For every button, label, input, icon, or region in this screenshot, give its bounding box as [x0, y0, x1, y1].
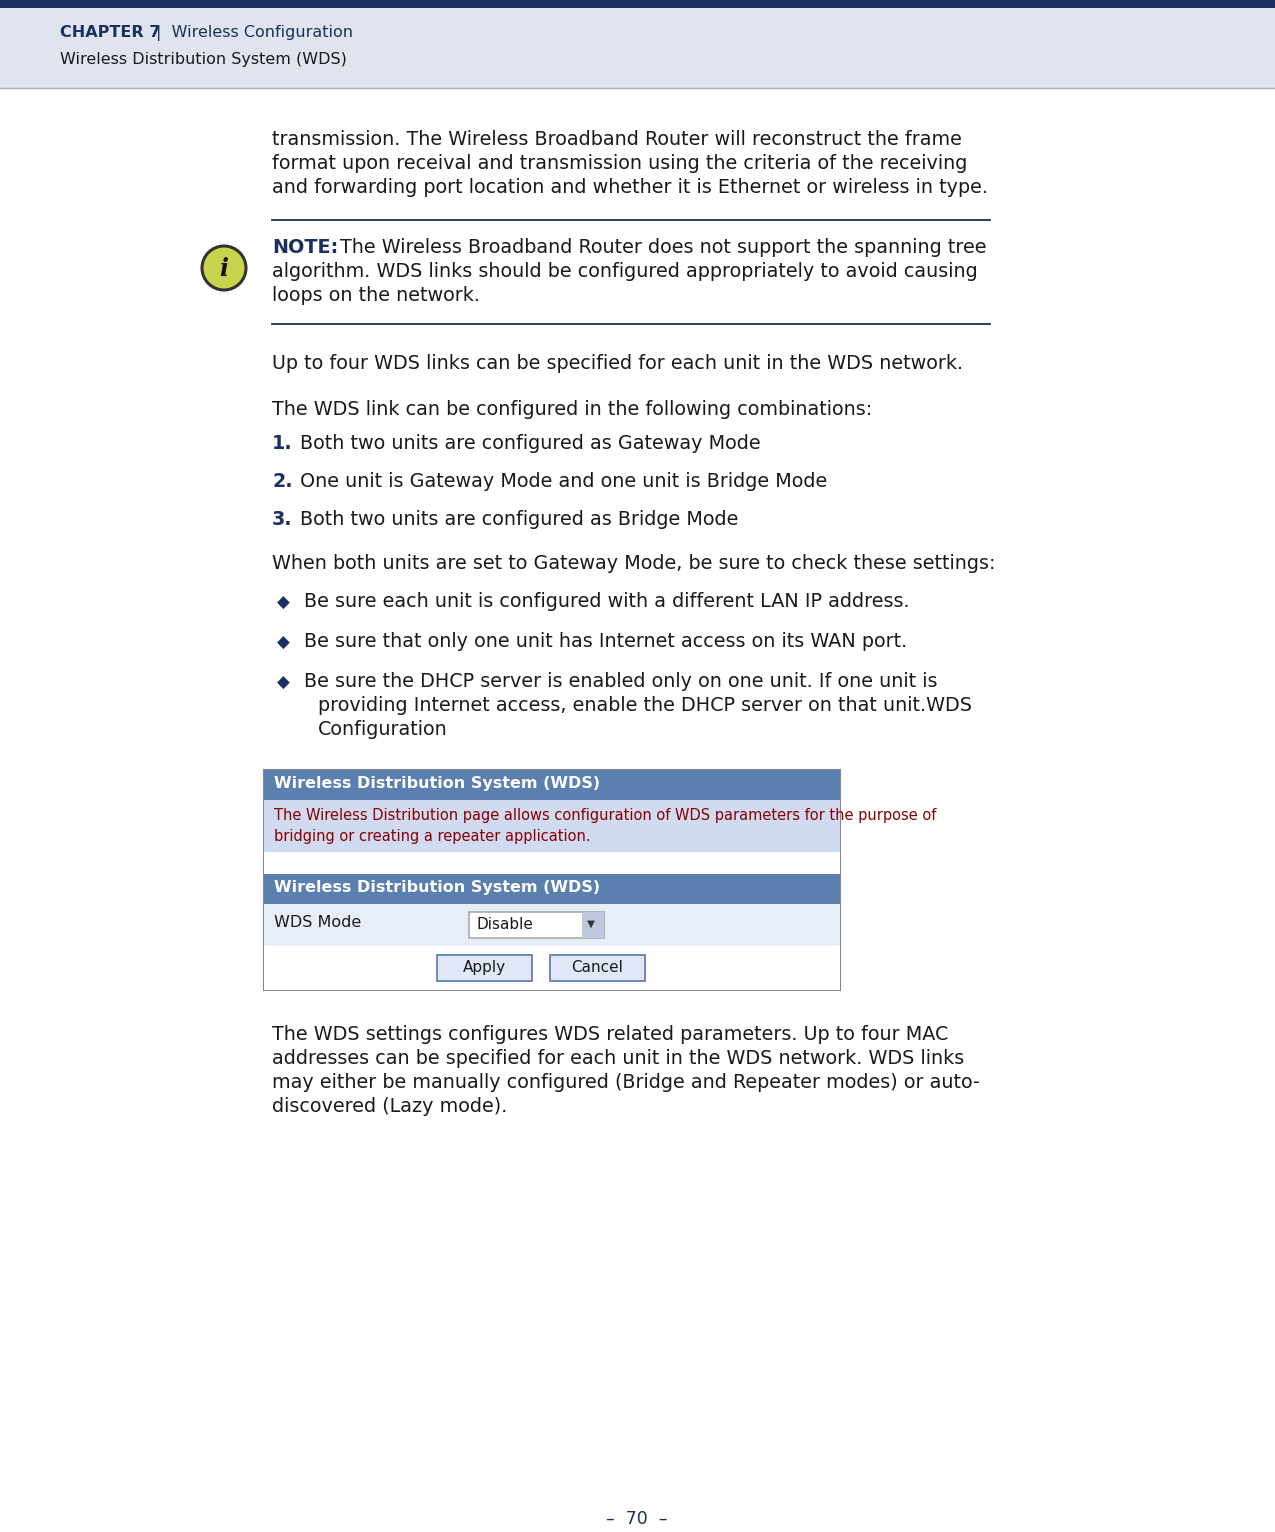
FancyBboxPatch shape — [265, 771, 839, 990]
FancyBboxPatch shape — [0, 0, 1275, 8]
FancyBboxPatch shape — [469, 912, 604, 938]
Text: Be sure the DHCP server is enabled only on one unit. If one unit is: Be sure the DHCP server is enabled only … — [303, 673, 937, 691]
Text: ◆: ◆ — [277, 594, 289, 611]
Text: providing Internet access, enable the DHCP server on that unit.WDS: providing Internet access, enable the DH… — [317, 696, 972, 715]
Text: –  70  –: – 70 – — [606, 1511, 668, 1527]
Text: transmission. The Wireless Broadband Router will reconstruct the frame: transmission. The Wireless Broadband Rou… — [272, 130, 961, 149]
FancyBboxPatch shape — [550, 954, 645, 980]
Text: One unit is Gateway Mode and one unit is Bridge Mode: One unit is Gateway Mode and one unit is… — [300, 472, 827, 490]
Text: NOTE:: NOTE: — [272, 237, 338, 257]
FancyBboxPatch shape — [437, 954, 532, 980]
Text: ▼: ▼ — [586, 919, 595, 928]
Text: format upon receival and transmission using the criteria of the receiving: format upon receival and transmission us… — [272, 155, 968, 173]
Text: Cancel: Cancel — [571, 961, 623, 974]
Text: |  Wireless Configuration: | Wireless Configuration — [156, 25, 353, 41]
Text: Configuration: Configuration — [317, 720, 448, 738]
Text: Wireless Distribution System (WDS): Wireless Distribution System (WDS) — [60, 52, 347, 67]
FancyBboxPatch shape — [264, 945, 840, 990]
Text: i: i — [219, 257, 228, 280]
Text: When both units are set to Gateway Mode, be sure to check these settings:: When both units are set to Gateway Mode,… — [272, 555, 996, 573]
FancyBboxPatch shape — [264, 800, 840, 852]
FancyBboxPatch shape — [581, 912, 604, 938]
Text: algorithm. WDS links should be configured appropriately to avoid causing: algorithm. WDS links should be configure… — [272, 262, 978, 280]
Text: discovered (Lazy mode).: discovered (Lazy mode). — [272, 1097, 507, 1115]
Text: Up to four WDS links can be specified for each unit in the WDS network.: Up to four WDS links can be specified fo… — [272, 354, 963, 372]
Text: WDS Mode: WDS Mode — [274, 915, 361, 930]
Text: Wireless Distribution System (WDS): Wireless Distribution System (WDS) — [274, 777, 601, 791]
Circle shape — [201, 247, 246, 290]
Text: and forwarding port location and whether it is Ethernet or wireless in type.: and forwarding port location and whether… — [272, 178, 988, 198]
Text: The Wireless Distribution page allows configuration of WDS parameters for the pu: The Wireless Distribution page allows co… — [274, 807, 936, 823]
FancyBboxPatch shape — [264, 852, 840, 873]
FancyBboxPatch shape — [264, 771, 840, 990]
Text: Be sure that only one unit has Internet access on its WAN port.: Be sure that only one unit has Internet … — [303, 633, 908, 651]
Text: Disable: Disable — [477, 918, 534, 931]
Text: The WDS settings configures WDS related parameters. Up to four MAC: The WDS settings configures WDS related … — [272, 1025, 949, 1043]
Text: may either be manually configured (Bridge and Repeater modes) or auto-: may either be manually configured (Bridg… — [272, 1072, 979, 1092]
Text: Both two units are configured as Bridge Mode: Both two units are configured as Bridge … — [300, 510, 738, 529]
Text: Apply: Apply — [463, 961, 506, 974]
FancyBboxPatch shape — [0, 8, 1275, 87]
Text: Wireless Distribution System (WDS): Wireless Distribution System (WDS) — [274, 879, 601, 895]
Text: 1.: 1. — [272, 434, 293, 453]
Text: ◆: ◆ — [277, 674, 289, 692]
FancyBboxPatch shape — [264, 771, 840, 800]
Text: loops on the network.: loops on the network. — [272, 286, 479, 305]
Text: 2.: 2. — [272, 472, 293, 490]
FancyBboxPatch shape — [264, 873, 840, 904]
Text: ◆: ◆ — [277, 634, 289, 653]
Text: CHAPTER 7: CHAPTER 7 — [60, 25, 161, 40]
Text: 3.: 3. — [272, 510, 293, 529]
FancyBboxPatch shape — [264, 904, 840, 945]
Text: The Wireless Broadband Router does not support the spanning tree: The Wireless Broadband Router does not s… — [340, 237, 987, 257]
Text: bridging or creating a repeater application.: bridging or creating a repeater applicat… — [274, 829, 590, 844]
Text: Be sure each unit is configured with a different LAN IP address.: Be sure each unit is configured with a d… — [303, 591, 909, 611]
Text: The WDS link can be configured in the following combinations:: The WDS link can be configured in the fo… — [272, 400, 872, 418]
Text: addresses can be specified for each unit in the WDS network. WDS links: addresses can be specified for each unit… — [272, 1049, 964, 1068]
Text: Both two units are configured as Gateway Mode: Both two units are configured as Gateway… — [300, 434, 761, 453]
